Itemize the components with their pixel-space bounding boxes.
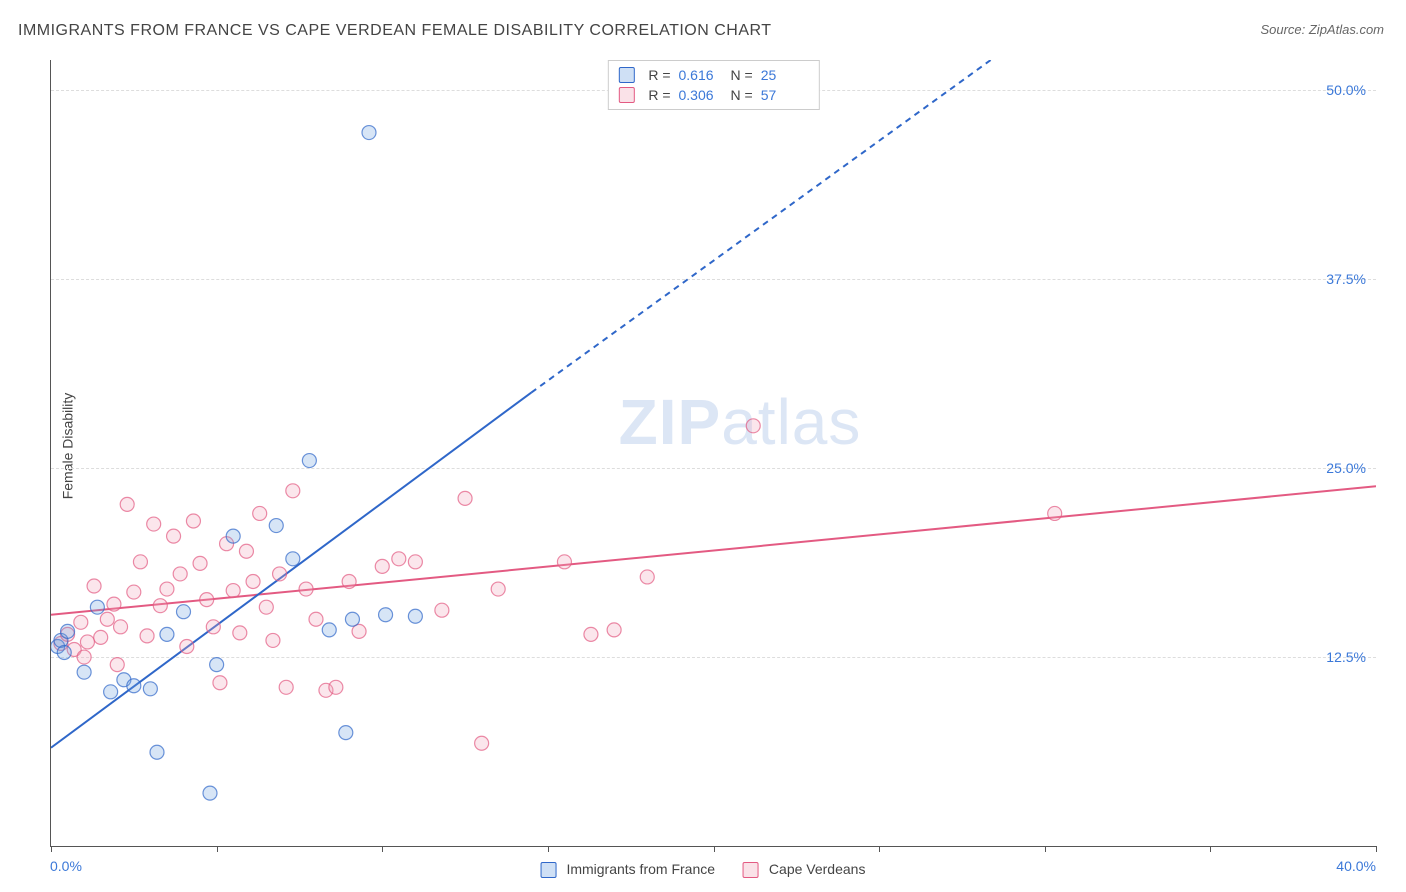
legend-item-series-b: Cape Verdeans	[743, 861, 865, 878]
correlation-legend: R = 0.616 N = 25 R = 0.306 N = 57	[607, 60, 819, 110]
legend-item-series-a: Immigrants from France	[541, 861, 715, 878]
chart-svg	[51, 60, 1376, 846]
swatch-icon	[618, 67, 634, 83]
plot-area: ZIPatlas R = 0.616 N = 25 R = 0.306 N = …	[50, 60, 1376, 847]
swatch-icon	[743, 862, 759, 878]
legend-n-value: 25	[761, 67, 805, 83]
x-axis-min-label: 0.0%	[50, 858, 82, 874]
x-axis-max-label: 40.0%	[1336, 858, 1376, 874]
legend-row-series-a: R = 0.616 N = 25	[618, 65, 804, 85]
legend-item-label: Cape Verdeans	[769, 861, 866, 877]
legend-n-value: 57	[761, 87, 805, 103]
legend-r-label: R =	[648, 67, 670, 83]
series-legend: Immigrants from France Cape Verdeans	[541, 861, 866, 878]
legend-r-label: R =	[648, 87, 670, 103]
source-attribution: Source: ZipAtlas.com	[1260, 22, 1384, 37]
legend-row-series-b: R = 0.306 N = 57	[618, 85, 804, 105]
swatch-icon	[618, 87, 634, 103]
swatch-icon	[541, 862, 557, 878]
legend-item-label: Immigrants from France	[566, 861, 715, 877]
legend-n-label: N =	[731, 87, 753, 103]
legend-r-value: 0.616	[679, 67, 723, 83]
legend-r-value: 0.306	[679, 87, 723, 103]
legend-n-label: N =	[731, 67, 753, 83]
chart-title: IMMIGRANTS FROM FRANCE VS CAPE VERDEAN F…	[18, 22, 772, 40]
